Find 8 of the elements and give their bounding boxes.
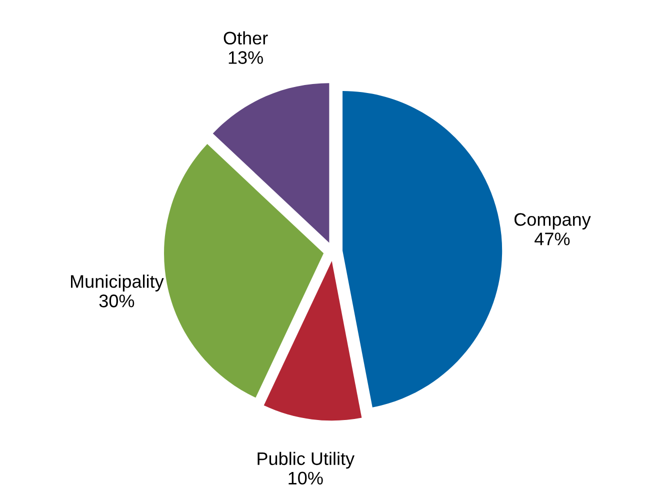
data-label: 13% [228,51,263,64]
data-label: 30% [99,294,134,308]
slice-label: Other [224,31,268,45]
slice-label: Public Utility [258,452,355,469]
slice-label: Company [514,213,591,230]
data-label: 10% [288,472,323,485]
slice-label: Municipality [71,274,164,292]
data-label: 47% [534,232,570,246]
